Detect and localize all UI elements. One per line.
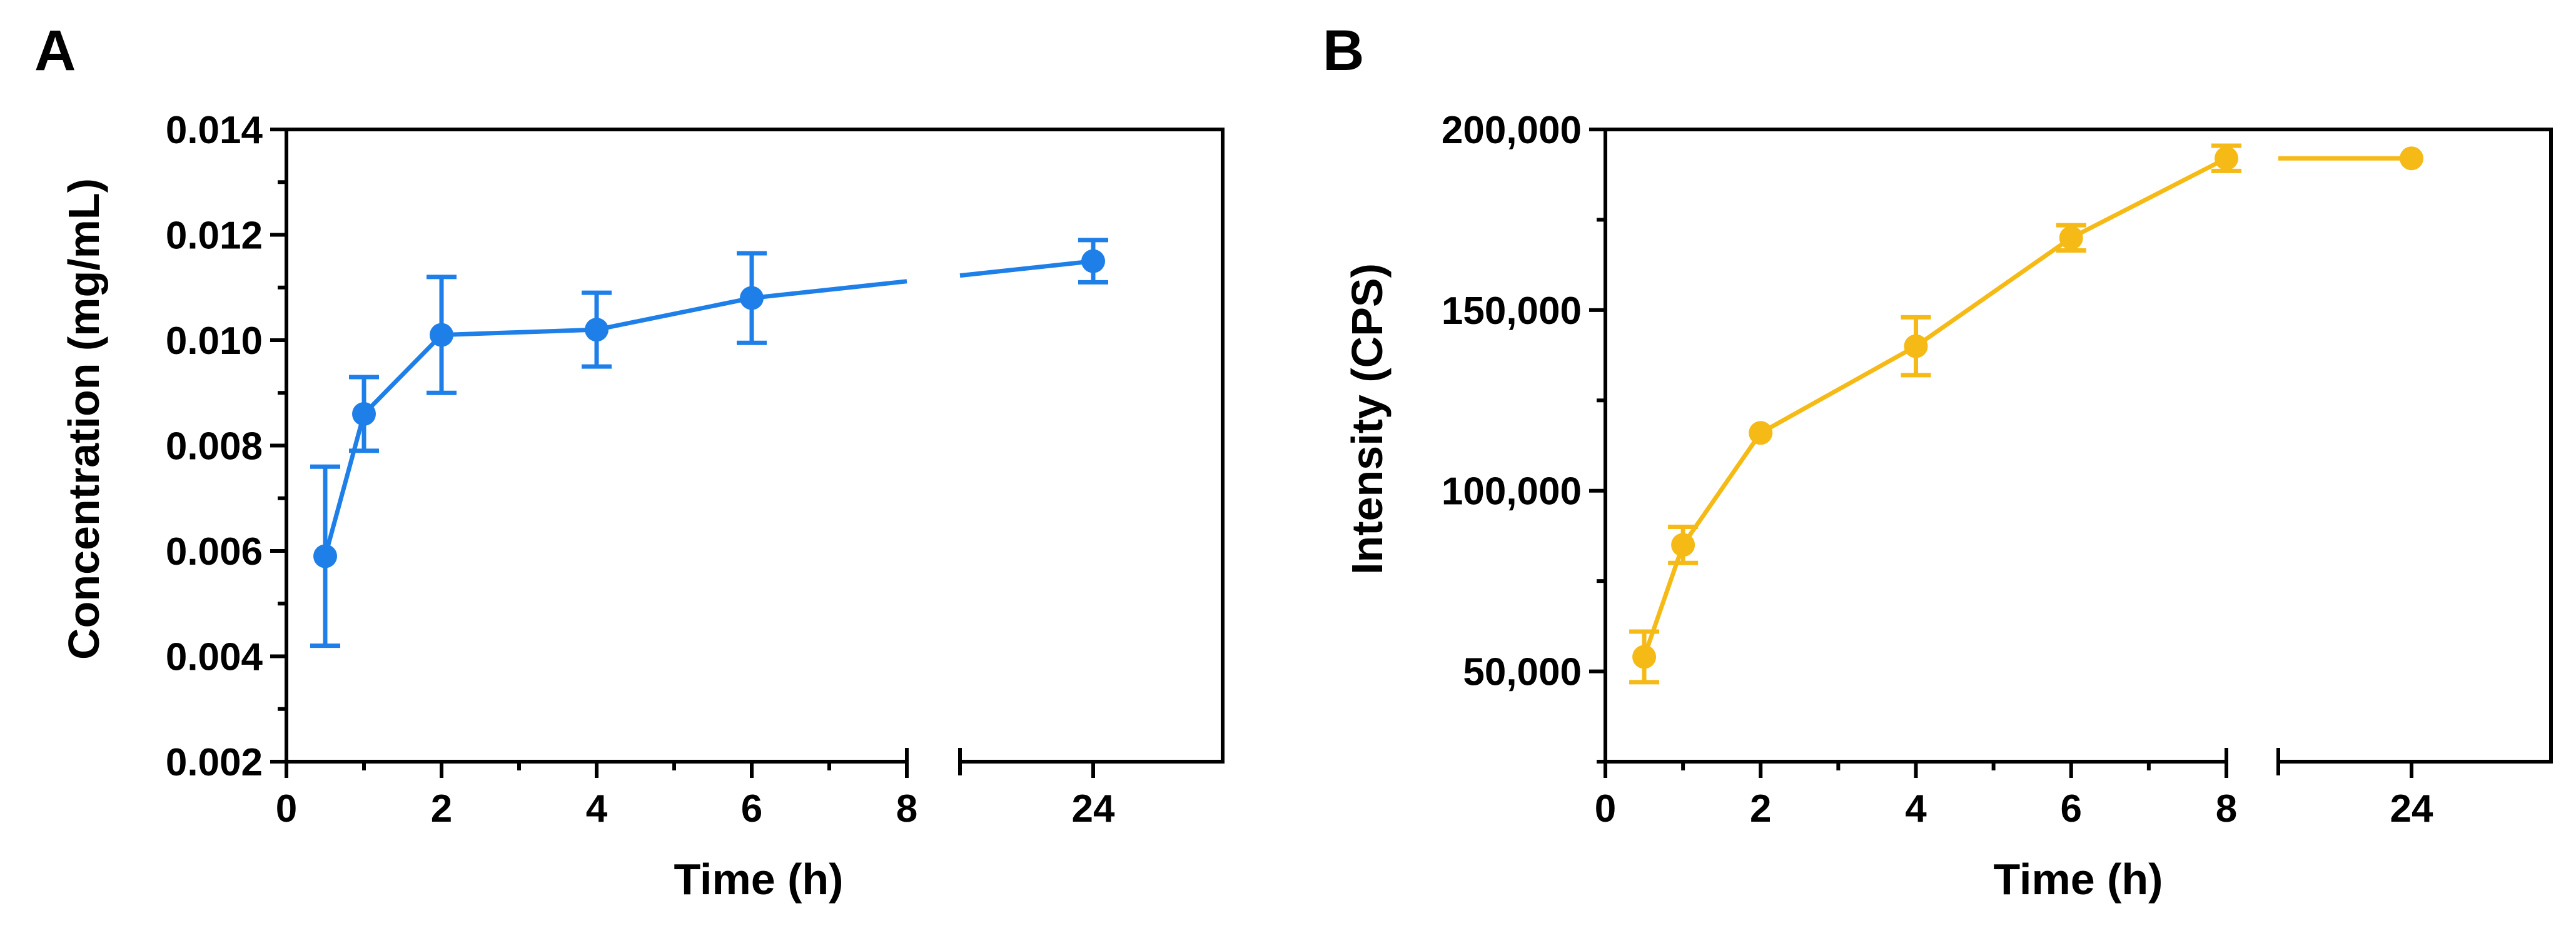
panel-b-y-axis-title: Intensity (CPS) — [1343, 263, 1392, 575]
x-tick-label: 2 — [431, 787, 452, 830]
data-point — [740, 286, 764, 310]
panel-a-letter: A — [34, 19, 76, 83]
data-point — [585, 318, 609, 342]
y-tick-label: 0.010 — [166, 320, 263, 363]
x-tick-label: 0 — [1595, 787, 1616, 830]
data-point — [2400, 146, 2423, 171]
data-point — [1904, 334, 1928, 358]
data-point — [1081, 249, 1105, 273]
series-line-segment — [959, 259, 1094, 278]
series-line-segment — [2070, 156, 2228, 240]
y-tick-label: 150,000 — [1442, 290, 1582, 333]
y-tick-label: 200,000 — [1442, 109, 1582, 152]
data-point — [1632, 645, 1657, 669]
y-tick-label: 0.012 — [166, 214, 263, 258]
x-tick-label: 8 — [896, 787, 917, 830]
x-tick-label: 6 — [2061, 787, 2082, 830]
data-point — [430, 323, 453, 347]
y-tick-label: 0.014 — [166, 109, 263, 152]
panel-a-y-axis-title: Concentration (mg/mL) — [59, 178, 108, 660]
data-point — [352, 401, 376, 426]
series-line-segment — [323, 413, 366, 557]
panel-a-marks — [310, 238, 1108, 648]
data-point — [1749, 421, 1773, 445]
x-tick-label: 0 — [276, 787, 297, 830]
panel-b: B Intensity (CPS) Time (h) 50,000 100,000… — [1323, 19, 2553, 904]
y-tick-label: 0.004 — [166, 636, 263, 679]
data-point — [313, 544, 337, 568]
x-tick-label: 24 — [2390, 787, 2433, 830]
x-tick-label: 24 — [1072, 787, 1115, 830]
panel-b-x-axis-title: Time (h) — [1994, 855, 2163, 904]
panel-b-letter: B — [1323, 19, 1364, 83]
series-line-segment — [1914, 236, 2073, 348]
series-line-segment — [596, 296, 752, 332]
y-tick-label: 0.006 — [166, 530, 263, 573]
series-line-segment — [362, 333, 443, 416]
y-tick-label: 50,000 — [1463, 651, 1582, 694]
x-tick-label: 6 — [741, 787, 762, 830]
panel-b-marks — [1629, 143, 2423, 685]
x-tick-label: 8 — [2216, 787, 2237, 830]
y-tick-label: 0.008 — [166, 425, 263, 468]
panel-a-x-axis-title: Time (h) — [674, 855, 844, 904]
x-tick-label: 4 — [586, 787, 608, 830]
panel-a: A Concentration (mg/mL) Time (h) 0.002 0.… — [34, 19, 1225, 904]
y-tick-label: 100,000 — [1442, 470, 1582, 513]
series-line-segment — [751, 279, 907, 301]
y-tick-label: 0.002 — [166, 741, 263, 784]
series-line-segment — [441, 327, 597, 338]
x-tick-label: 2 — [1750, 787, 1771, 830]
data-point — [1671, 533, 1695, 557]
x-tick-label: 4 — [1905, 787, 1927, 830]
data-point — [2059, 226, 2083, 250]
data-point — [2215, 146, 2238, 171]
series-line-segment — [1759, 344, 1917, 435]
panel-a-axes — [285, 128, 1225, 775]
